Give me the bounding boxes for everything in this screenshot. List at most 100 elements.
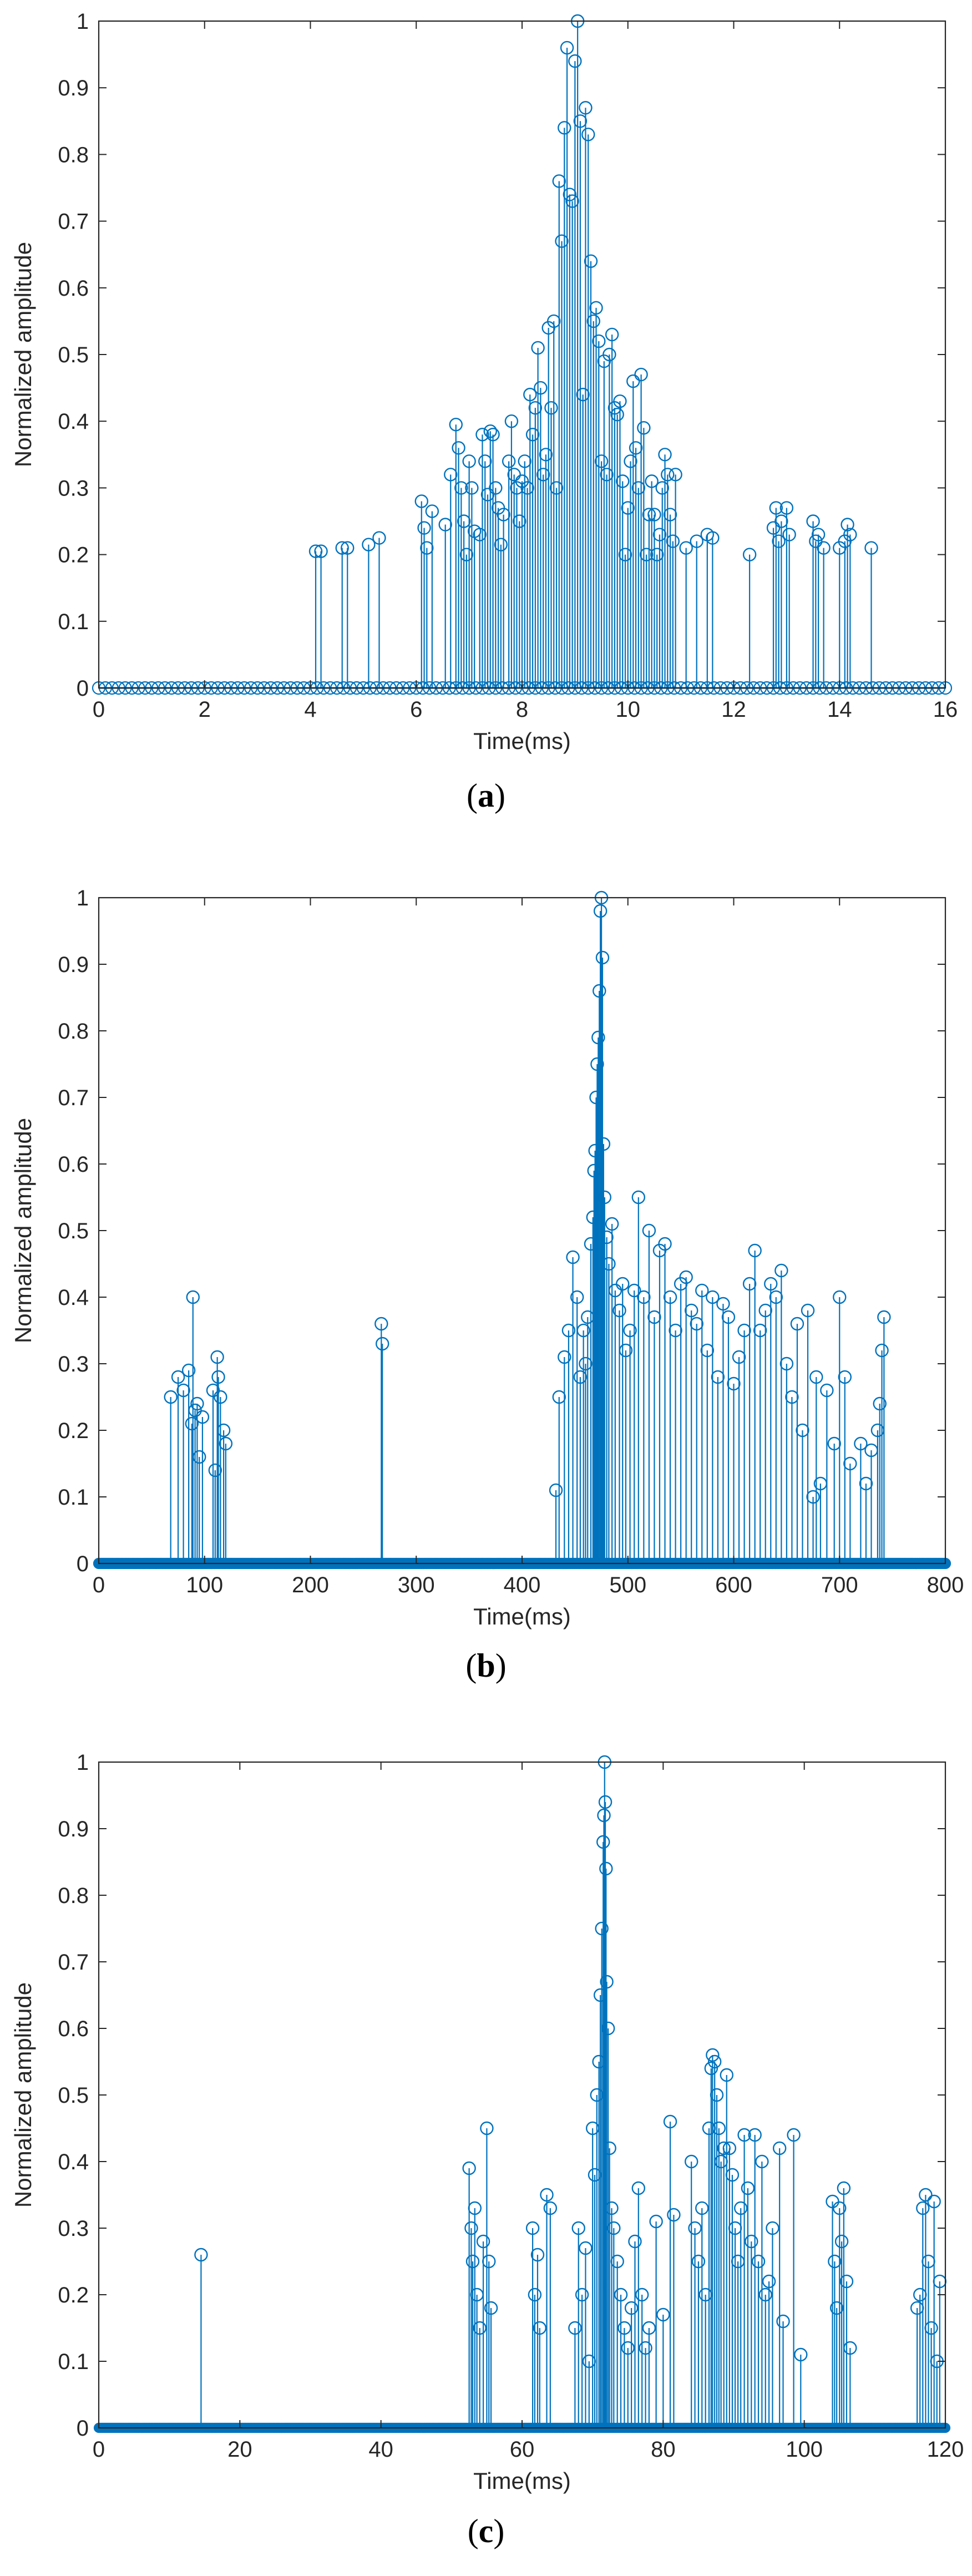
stem-marker [181,1363,196,1378]
stem-marker [722,2141,737,2155]
stem-marker [635,2287,649,2302]
stem-marker [755,2154,769,2169]
x-tick-label: 10 [616,697,641,722]
stem-marker [725,2168,740,2182]
stem-marker [558,121,571,135]
stem-marker [829,2301,844,2315]
y-tick-label: 0 [77,2416,89,2441]
stem-marker [616,474,630,488]
stem-marker [690,1317,703,1331]
stem-marker [774,514,788,528]
stem-marker [649,2214,663,2229]
stem-marker [518,454,531,468]
stem-marker [631,481,646,495]
y-tick-label: 0.6 [58,1152,89,1177]
x-axis-label: Time(ms) [473,2468,571,2494]
stem-marker [494,538,508,551]
stem-marker [772,2141,787,2155]
stem-marker [785,1390,799,1404]
stem-marker [650,548,664,561]
stem-marker [589,1090,603,1105]
stem-marker [666,534,680,548]
stem-marker [530,2248,545,2262]
stem-marker [922,2254,935,2269]
stem-marker [185,1416,199,1431]
stem-marker [741,2181,755,2195]
stem-marker [454,481,468,495]
y-axis-label: Normalized amplitude [10,1982,36,2208]
stem-marker [875,1343,889,1358]
y-tick-label: 0.2 [58,543,89,568]
y-tick-label: 0 [77,1552,89,1576]
stem-marker [480,2121,494,2135]
y-tick-label: 0.3 [58,2216,89,2241]
stem-marker [565,194,579,208]
chart-panel-c: 0 20 40 60 80 100 120 0 0.1 0.2 0.3 0.4 0.5 0.6 0.7 0.8… [0,1724,972,2576]
stem-marker [444,468,458,482]
stem-marker [727,1376,741,1391]
stem-marker [582,2354,596,2368]
stem-marker [595,950,610,965]
x-tick-label: 600 [715,1573,752,1597]
stem-marker [473,528,487,541]
stem-plot-c: 0 20 40 60 80 100 120 0 0.1 0.2 0.3 0.4 0.5 0.6 0.7 0.8… [10,1750,964,2494]
stem-marker [420,541,434,555]
stem-marker [710,2088,724,2102]
y-tick-label: 0.7 [58,1086,89,1110]
x-tick-label: 200 [292,1573,329,1597]
y-tick-label: 0.4 [58,2150,89,2174]
x-tick-label: 6 [410,697,422,722]
stem-marker [476,2234,490,2249]
x-tick-label: 20 [227,2437,252,2462]
stem-marker [484,2301,498,2315]
y-axis-label: Normalized amplitude [10,1118,36,1343]
stem-marker [593,1988,608,2002]
caption-c: (c) [467,2513,505,2549]
chart-panel-b: 0 100 200 300 400 500 600 700 800 0 0.1 0.2 0.3 0.4 0.… [0,859,972,1724]
stem-marker [601,2021,615,2036]
stem-marker [628,2234,642,2249]
stem-marker [841,518,854,532]
stem-marker [525,2221,540,2235]
stem-marker [745,2234,758,2249]
stem-marker [520,481,534,495]
stem-marker [779,501,794,515]
x-tick-label: 400 [504,1573,541,1597]
stem-marker [497,508,510,522]
stem-marker [459,548,474,561]
y-tick-label: 0.1 [58,1485,89,1510]
stem-marker [910,2301,924,2315]
stem-marker [544,401,558,415]
stem-marker [806,514,820,528]
stem-marker [507,468,521,482]
stem-marker [631,1190,646,1205]
stem-marker [679,541,693,555]
stem-marker [549,481,564,495]
stem-marker [731,2254,745,2269]
caption-a: (a) [467,777,505,814]
stem-marker [452,441,465,455]
stem-marker [714,2154,728,2169]
stem-marker [742,548,757,561]
stem-marker [627,1283,641,1298]
stem-marker [593,984,606,998]
y-tick-label: 0.8 [58,143,89,167]
stem-marker [597,1808,611,1823]
x-tick-label: 800 [927,1573,964,1597]
stem-marker [534,381,548,395]
stem-marker [593,904,608,918]
x-tick-label: 60 [510,2437,535,2462]
y-tick-label: 0.6 [58,2017,89,2041]
stem-marker [581,128,595,141]
stem-marker [616,1277,630,1291]
stem-marker [341,541,355,555]
stem-marker [568,2321,582,2335]
stem-marker [478,454,492,468]
stem-marker [589,301,603,315]
stem-marker [621,2341,635,2355]
stem-marker [766,521,781,535]
stem-marker [794,2347,808,2362]
y-tick-label: 0.4 [58,409,89,434]
stem-marker [624,2301,639,2315]
plot-area [99,1762,945,2428]
